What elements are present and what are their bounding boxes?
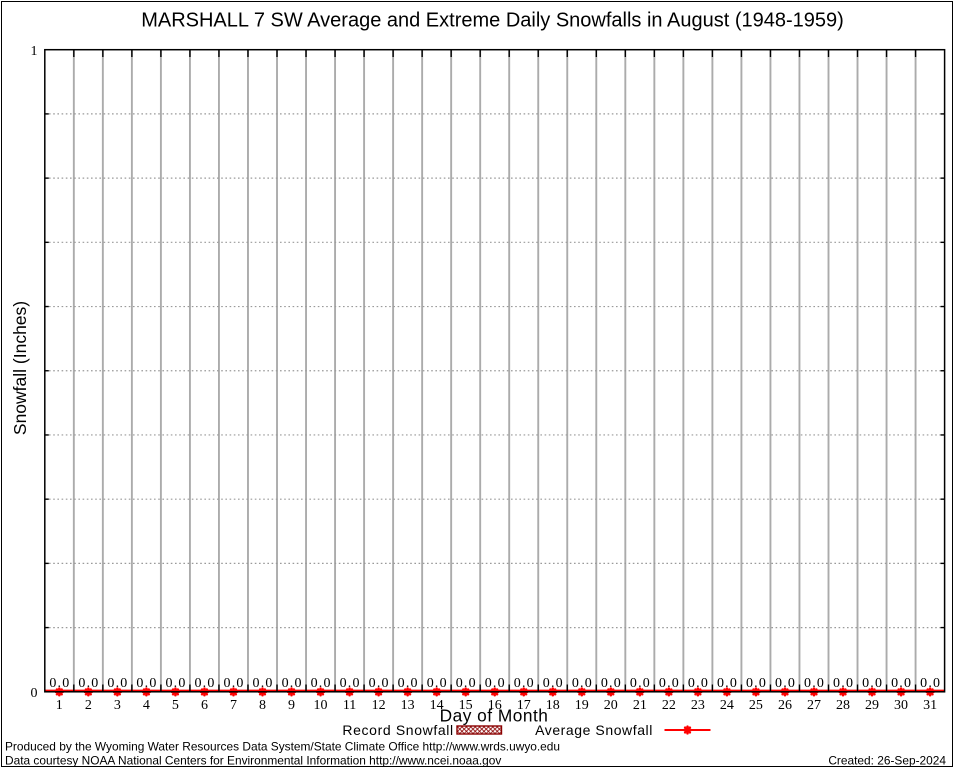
svg-text:19: 19 — [575, 698, 589, 713]
svg-text:9: 9 — [288, 698, 295, 713]
svg-text:0.0: 0.0 — [804, 676, 825, 691]
svg-text:14: 14 — [430, 698, 444, 713]
svg-text:0.0: 0.0 — [891, 676, 912, 691]
svg-text:17: 17 — [517, 698, 531, 713]
svg-text:Data courtesy NOAA National Ce: Data courtesy NOAA National Centers for … — [5, 753, 501, 767]
svg-text:0: 0 — [31, 686, 38, 701]
svg-text:24: 24 — [720, 698, 734, 713]
svg-text:0.0: 0.0 — [717, 676, 738, 691]
svg-text:1: 1 — [56, 698, 63, 713]
svg-text:0.0: 0.0 — [224, 676, 245, 691]
svg-text:7: 7 — [230, 698, 237, 713]
svg-text:28: 28 — [836, 698, 850, 713]
svg-text:29: 29 — [865, 698, 879, 713]
svg-text:Record Snowfall: Record Snowfall — [342, 722, 453, 738]
svg-text:21: 21 — [633, 698, 647, 713]
svg-text:Snowfall (Inches): Snowfall (Inches) — [10, 301, 30, 435]
svg-text:0.0: 0.0 — [456, 676, 477, 691]
svg-text:0.0: 0.0 — [630, 676, 651, 691]
svg-text:0.0: 0.0 — [165, 676, 186, 691]
svg-text:8: 8 — [259, 698, 266, 713]
svg-text:13: 13 — [401, 698, 415, 713]
svg-text:0.0: 0.0 — [688, 676, 709, 691]
svg-text:23: 23 — [691, 698, 705, 713]
svg-text:22: 22 — [662, 698, 676, 713]
svg-text:4: 4 — [143, 698, 150, 713]
svg-text:0.0: 0.0 — [340, 676, 361, 691]
svg-text:25: 25 — [749, 698, 763, 713]
svg-text:0.0: 0.0 — [49, 676, 70, 691]
svg-text:0.0: 0.0 — [194, 676, 215, 691]
svg-text:0.0: 0.0 — [369, 676, 390, 691]
svg-text:0.0: 0.0 — [253, 676, 274, 691]
svg-text:26: 26 — [778, 698, 792, 713]
svg-text:0.0: 0.0 — [920, 676, 941, 691]
svg-text:5: 5 — [172, 698, 179, 713]
svg-text:0.0: 0.0 — [833, 676, 854, 691]
svg-text:0.0: 0.0 — [107, 676, 128, 691]
svg-text:MARSHALL 7 SW Average and Extr: MARSHALL 7 SW Average and Extreme Daily … — [141, 10, 844, 32]
svg-text:10: 10 — [314, 698, 328, 713]
svg-text:12: 12 — [372, 698, 386, 713]
svg-text:16: 16 — [488, 698, 502, 713]
svg-text:31: 31 — [923, 698, 937, 713]
svg-text:0.0: 0.0 — [427, 676, 448, 691]
svg-text:Average Snowfall: Average Snowfall — [535, 722, 653, 738]
svg-text:27: 27 — [807, 698, 821, 713]
svg-text:11: 11 — [343, 698, 356, 713]
svg-text:0.0: 0.0 — [485, 676, 506, 691]
svg-text:Produced by the Wyoming Water: Produced by the Wyoming Water Resources … — [5, 740, 560, 754]
svg-text:0.0: 0.0 — [746, 676, 767, 691]
svg-text:Created: 26-Sep-2024: Created: 26-Sep-2024 — [828, 753, 946, 767]
svg-text:18: 18 — [546, 698, 560, 713]
svg-text:20: 20 — [604, 698, 618, 713]
svg-text:0.0: 0.0 — [78, 676, 99, 691]
svg-text:0.0: 0.0 — [282, 676, 303, 691]
svg-text:30: 30 — [894, 698, 908, 713]
svg-text:0.0: 0.0 — [775, 676, 796, 691]
svg-text:0.0: 0.0 — [136, 676, 157, 691]
svg-text:0.0: 0.0 — [543, 676, 564, 691]
svg-text:6: 6 — [201, 698, 208, 713]
svg-text:1: 1 — [31, 44, 38, 59]
svg-text:0.0: 0.0 — [862, 676, 883, 691]
svg-text:0.0: 0.0 — [601, 676, 622, 691]
svg-text:0.0: 0.0 — [572, 676, 593, 691]
svg-text:3: 3 — [114, 698, 121, 713]
svg-text:0.0: 0.0 — [514, 676, 535, 691]
svg-text:0.0: 0.0 — [398, 676, 419, 691]
svg-text:15: 15 — [459, 698, 473, 713]
svg-text:2: 2 — [85, 698, 92, 713]
svg-text:0.0: 0.0 — [311, 676, 332, 691]
svg-text:Day of Month: Day of Month — [440, 705, 549, 725]
svg-text:0.0: 0.0 — [659, 676, 680, 691]
